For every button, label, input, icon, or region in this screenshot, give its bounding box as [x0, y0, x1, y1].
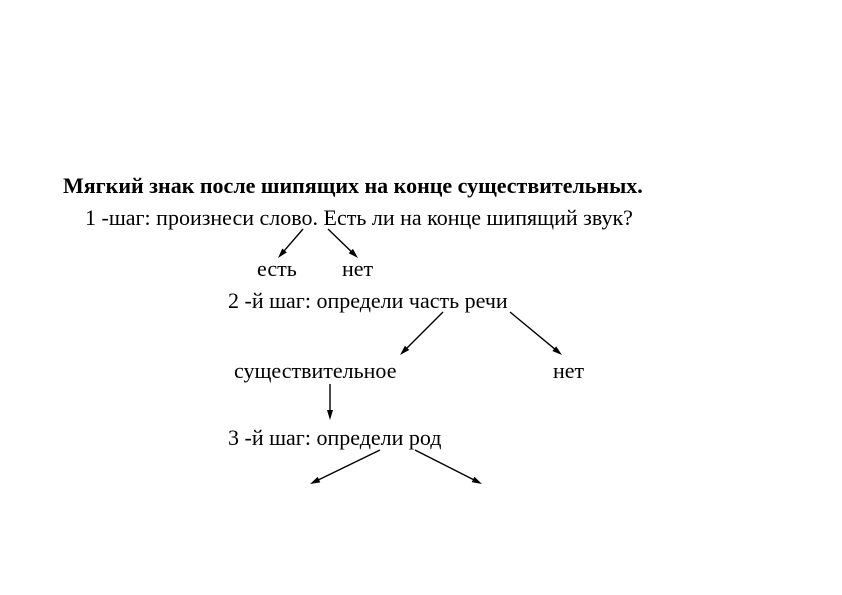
arrow-step2-to-noun-shaft [404, 312, 443, 351]
step-1-text: 1 -шаг: произнеси слово. Есть ли на конц… [85, 205, 633, 231]
arrow-step1-to-no-shaft [328, 229, 354, 254]
branch-yes-1: есть [257, 256, 297, 282]
arrow-step3-left-head [310, 477, 320, 484]
branch-no-1: нет [342, 256, 373, 282]
step-2-text: 2 -й шаг: определи часть речи [228, 288, 508, 314]
arrow-step3-left-shaft [315, 450, 380, 481]
diagram-title: Мягкий знак после шипящих на конце сущес… [63, 173, 643, 199]
arrow-step2-to-noun-head [400, 346, 409, 355]
diagram-canvas: Мягкий знак после шипящих на конце сущес… [0, 0, 842, 595]
arrow-step1-to-yes-shaft [282, 229, 303, 253]
arrow-step2-to-no-head [552, 346, 562, 355]
arrow-noun-to-step3-head [327, 410, 333, 420]
branch-no-2: нет [553, 358, 584, 384]
branch-noun: существительное [234, 358, 396, 384]
arrow-step3-right-head [472, 477, 482, 484]
step-3-text: 3 -й шаг: определи род [228, 425, 441, 451]
arrow-step2-to-no-shaft [510, 312, 557, 351]
arrow-step3-right-shaft [415, 450, 477, 481]
